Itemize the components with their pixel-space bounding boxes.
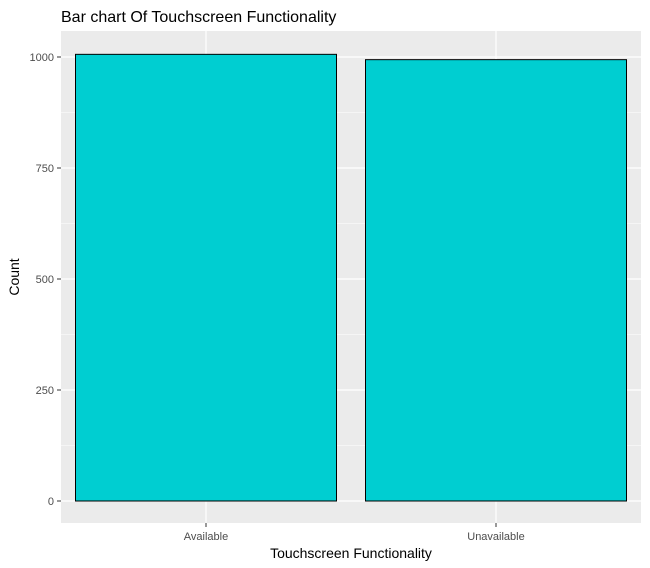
bar-unavailable [365, 59, 627, 502]
y-tick-label: 500 [36, 274, 54, 286]
bar-available [75, 53, 337, 502]
y-tick-label: 750 [36, 163, 54, 175]
y-axis: 0 250 500 750 1000 [30, 52, 61, 508]
y-axis-title: Count [6, 258, 22, 295]
y-tick-label: 1000 [30, 52, 54, 64]
bars [75, 53, 627, 502]
x-axis: Available Unavailable [184, 523, 525, 543]
y-tick-label: 250 [36, 385, 54, 397]
x-tick-label: Unavailable [467, 531, 524, 543]
x-axis-title: Touchscreen Functionality [270, 545, 432, 561]
x-tick-label: Available [184, 531, 228, 543]
y-tick-label: 0 [48, 496, 54, 508]
chart-title: Bar chart Of Touchscreen Functionality [61, 9, 336, 26]
